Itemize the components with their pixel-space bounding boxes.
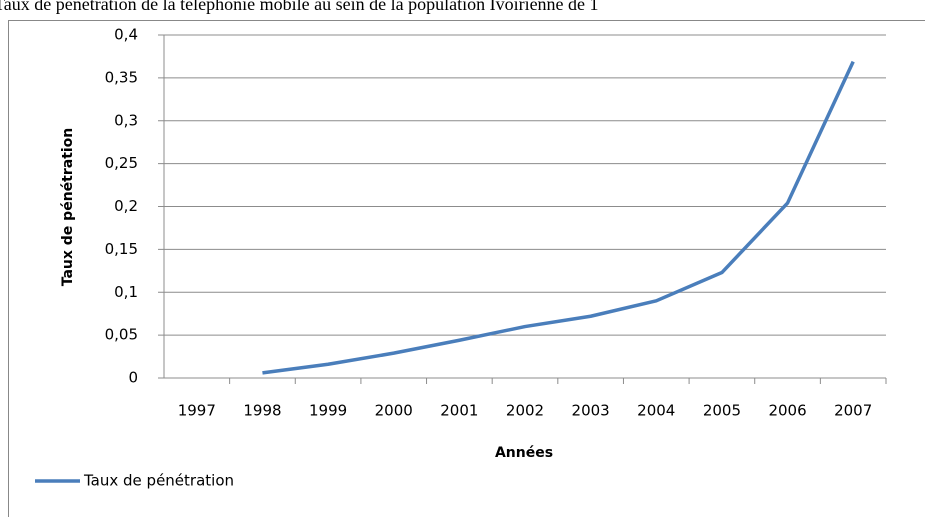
y-tick-label: 0,35 [105,68,138,86]
y-tick-label: 0,2 [114,197,138,215]
y-tick-label: 0,15 [105,240,138,258]
x-tick-label: 2003 [572,402,610,420]
y-tick-label: 0,4 [114,26,138,44]
y-tick-label: 0,25 [105,154,138,172]
legend-label: Taux de pénétration [83,472,234,490]
chart-title: Taux de pénétration de la téléphonie mob… [0,0,599,14]
x-tick-label: 2000 [375,402,413,420]
x-tick-label: 2002 [506,402,544,420]
chart-frame [8,20,925,517]
y-tick-label: 0,1 [114,283,138,301]
x-tick-label: 2005 [703,402,741,420]
x-tick-label: 2007 [834,402,872,420]
series-line [262,60,855,375]
y-tick-label: 0,05 [105,326,138,344]
x-tick-label: 1999 [309,402,347,420]
x-tick-label: 1998 [243,402,281,420]
x-tick-label: 1997 [178,402,216,420]
y-tick-label: 0,3 [114,111,138,129]
y-tick-label: 0 [128,369,138,387]
x-tick-label: 2006 [768,402,806,420]
x-tick-label: 2001 [440,402,478,420]
y-axis-title: Taux de pénétration [60,128,76,287]
x-axis-title: Années [495,445,553,461]
x-tick-label: 2004 [637,402,675,420]
